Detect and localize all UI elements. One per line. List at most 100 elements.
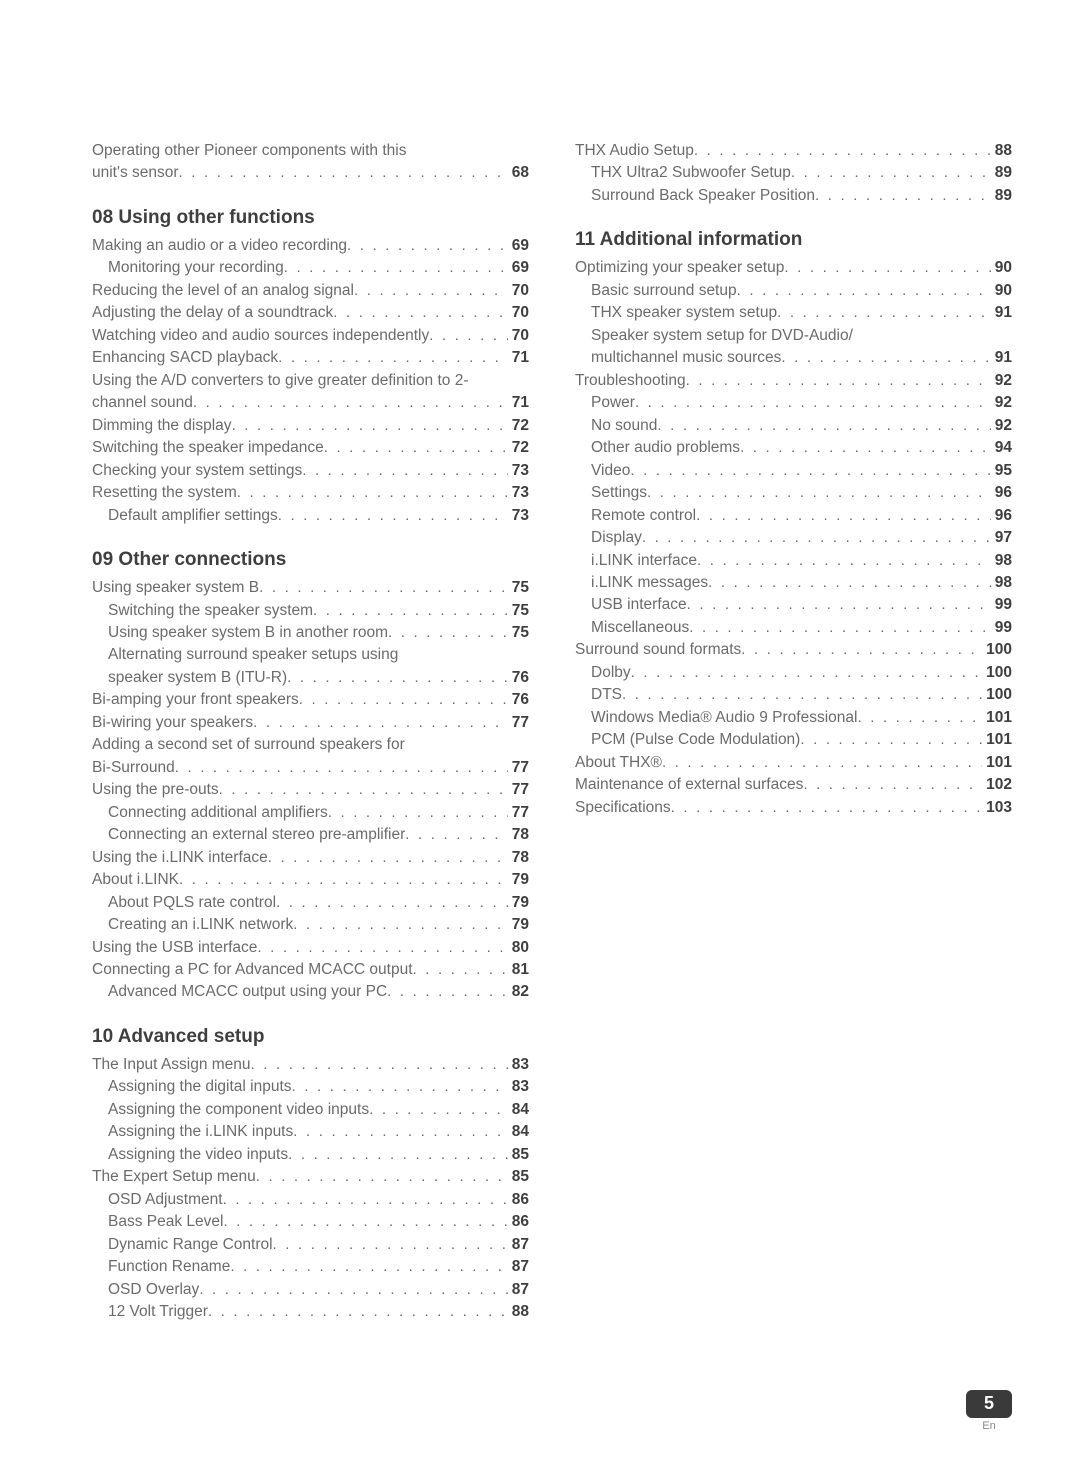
toc-entry: Dimming the display72 [92, 415, 529, 437]
toc-leader [179, 869, 508, 891]
toc-label: About PQLS rate control [108, 892, 276, 914]
toc-label: i.LINK interface [591, 550, 697, 572]
toc-page: 91 [991, 347, 1012, 369]
toc-entry: Using the pre-outs77 [92, 779, 529, 801]
toc-leader [803, 774, 982, 796]
toc-page: 90 [991, 257, 1012, 279]
toc-leader [657, 415, 990, 437]
toc-leader [642, 527, 991, 549]
toc-leader [671, 797, 982, 819]
toc-page: 69 [508, 257, 529, 279]
toc-leader [253, 712, 508, 734]
toc-leader [777, 302, 991, 324]
toc-leader [347, 235, 508, 257]
toc-label: Watching video and audio sources indepen… [92, 325, 429, 347]
toc-page: 85 [508, 1144, 529, 1166]
toc-page: 101 [982, 729, 1012, 751]
toc-page: 102 [982, 774, 1012, 796]
toc-leader [429, 325, 508, 347]
toc-entry: Resetting the system73 [92, 482, 529, 504]
toc-label: Bi-amping your front speakers [92, 689, 299, 711]
toc-page: 98 [991, 572, 1012, 594]
toc-page: 84 [508, 1121, 529, 1143]
toc-label: Assigning the component video inputs [108, 1099, 369, 1121]
toc-entry: Other audio problems94 [575, 437, 1012, 459]
toc-label: Using speaker system B [92, 577, 259, 599]
toc-page: 76 [508, 689, 529, 711]
toc-entry: multichannel music sources91 [575, 347, 1012, 369]
toc-entry: speaker system B (ITU-R)76 [92, 667, 529, 689]
toc-label: OSD Adjustment [108, 1189, 223, 1211]
toc-leader [175, 757, 508, 779]
toc-leader [857, 707, 982, 729]
toc-entry: Connecting a PC for Advanced MCACC outpu… [92, 959, 529, 981]
toc-leader [387, 981, 508, 1003]
toc-page: 86 [508, 1189, 529, 1211]
toc-label: Making an audio or a video recording [92, 235, 347, 257]
toc-label: Surround sound formats [575, 639, 741, 661]
toc-label: Other audio problems [591, 437, 740, 459]
toc-leader [276, 892, 508, 914]
toc-label: Using the pre-outs [92, 779, 219, 801]
toc-page: 88 [991, 140, 1012, 162]
toc-page: 73 [508, 482, 529, 504]
toc-label: Troubleshooting [575, 370, 686, 392]
toc-line: Alternating surround speaker setups usin… [92, 644, 529, 666]
toc-page: 83 [508, 1054, 529, 1076]
toc-line: Operating other Pioneer components with … [92, 140, 529, 162]
toc-entry: About PQLS rate control79 [92, 892, 529, 914]
toc-label: No sound [591, 415, 657, 437]
page: Operating other Pioneer components with … [0, 0, 1080, 1482]
page-lang: En [966, 1420, 1012, 1432]
toc-page: 92 [991, 415, 1012, 437]
toc-page: 77 [508, 712, 529, 734]
toc-label: i.LINK messages [591, 572, 708, 594]
toc-page: 69 [508, 235, 529, 257]
toc-label: Bi-wiring your speakers [92, 712, 253, 734]
toc-label: Miscellaneous [591, 617, 689, 639]
toc-leader [230, 1256, 507, 1278]
toc-entry: unit's sensor68 [92, 162, 529, 184]
page-number-badge: 5 [966, 1390, 1012, 1418]
toc-leader [299, 689, 508, 711]
toc-entry: Connecting additional amplifiers77 [92, 802, 529, 824]
toc-leader [193, 392, 508, 414]
toc-label: Maintenance of external surfaces [575, 774, 803, 796]
toc-leader [622, 684, 982, 706]
left-column: Operating other Pioneer components with … [92, 140, 529, 1324]
toc-label: Connecting a PC for Advanced MCACC outpu… [92, 959, 413, 981]
toc-entry: DTS100 [575, 684, 1012, 706]
toc-entry: Watching video and audio sources indepen… [92, 325, 529, 347]
toc-label: Using the i.LINK interface [92, 847, 268, 869]
toc-line: Adding a second set of surround speakers… [92, 734, 529, 756]
toc-entry: channel sound71 [92, 392, 529, 414]
toc-page: 73 [508, 505, 529, 527]
toc-leader [179, 162, 508, 184]
toc-leader [256, 1166, 508, 1188]
toc-leader [278, 505, 508, 527]
toc-entry: Power92 [575, 392, 1012, 414]
toc-entry: THX speaker system setup91 [575, 302, 1012, 324]
toc-leader [694, 140, 991, 162]
toc-entry: Adjusting the delay of a soundtrack70 [92, 302, 529, 324]
toc-entry: Windows Media® Audio 9 Professional101 [575, 707, 1012, 729]
toc-page: 103 [982, 797, 1012, 819]
toc-entry: Advanced MCACC output using your PC82 [92, 981, 529, 1003]
toc-page: 96 [991, 482, 1012, 504]
toc-leader [405, 824, 508, 846]
toc-page: 95 [991, 460, 1012, 482]
toc-entry: Surround Back Speaker Position89 [575, 185, 1012, 207]
toc-entry: About THX®101 [575, 752, 1012, 774]
toc-entry: The Expert Setup menu85 [92, 1166, 529, 1188]
toc-label: Settings [591, 482, 647, 504]
toc-label: Power [591, 392, 635, 414]
toc-leader [328, 802, 508, 824]
toc-leader [288, 1144, 508, 1166]
toc-label: Assigning the digital inputs [108, 1076, 292, 1098]
toc-label: channel sound [92, 392, 193, 414]
toc-page: 81 [508, 959, 529, 981]
toc-leader [257, 937, 507, 959]
toc-entry: Default amplifier settings73 [92, 505, 529, 527]
toc-page: 85 [508, 1166, 529, 1188]
toc-entry: Checking your system settings73 [92, 460, 529, 482]
